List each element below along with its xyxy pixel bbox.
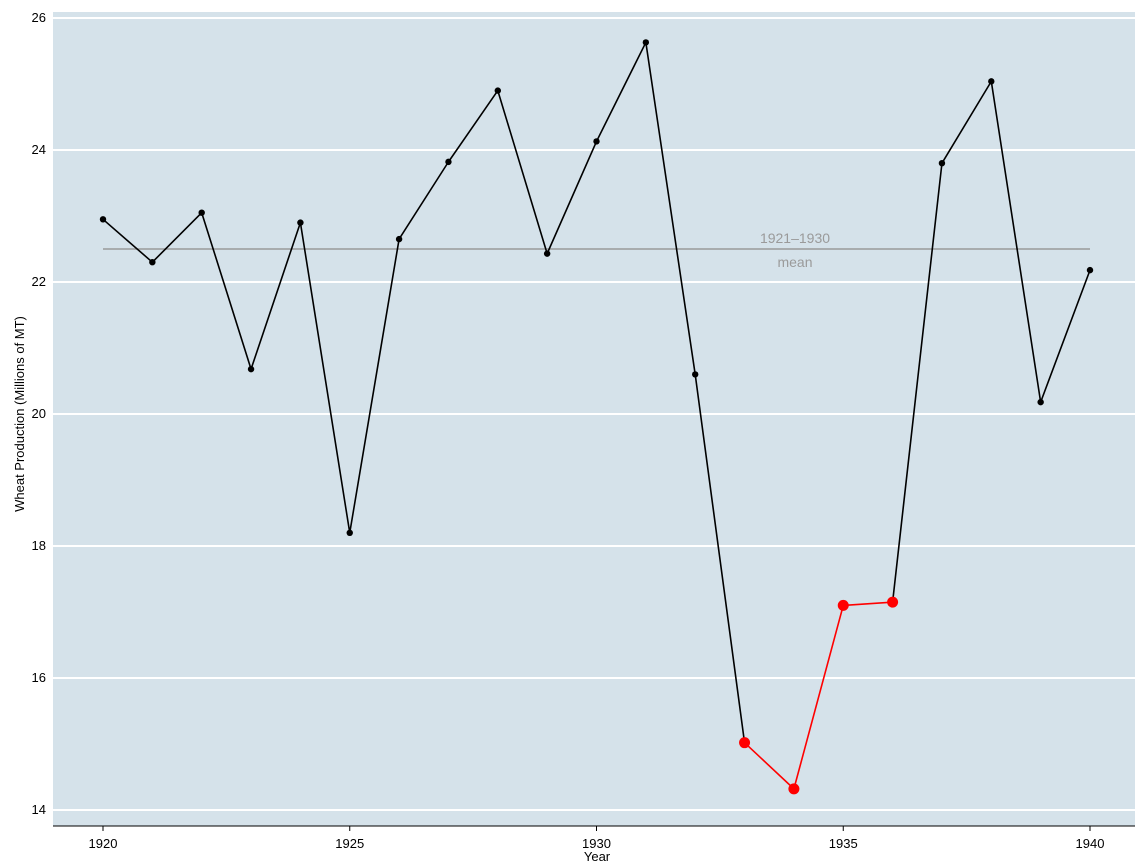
data-point	[346, 529, 353, 536]
y-tick-label: 24	[32, 142, 46, 157]
x-tick-label: 1935	[829, 836, 858, 851]
data-point	[99, 216, 107, 223]
y-tick-label: 26	[32, 10, 46, 25]
highlight-data-point	[739, 737, 751, 749]
data-point	[543, 250, 551, 257]
y-tick-label: 16	[32, 670, 46, 685]
y-axis-title: Wheat Production (Millions of MT)	[12, 316, 27, 512]
data-point	[1086, 266, 1094, 274]
y-tick-label: 18	[32, 538, 46, 553]
data-point	[198, 209, 205, 216]
data-point	[247, 365, 255, 373]
x-tick-label: 1930	[582, 836, 611, 851]
x-tick-label: 1940	[1076, 836, 1105, 851]
y-tick-label: 14	[32, 802, 46, 817]
data-point	[593, 138, 600, 145]
series-line-2	[744, 601, 893, 790]
x-tick-label: 1920	[89, 836, 118, 851]
x-axis-title: Year	[584, 849, 611, 864]
mean-label-period: 1921–1930	[760, 230, 830, 246]
data-point	[149, 259, 156, 266]
mean-label-word: mean	[777, 254, 812, 270]
y-tick-label: 22	[32, 274, 46, 289]
data-point	[692, 371, 699, 378]
series-line-1	[102, 41, 746, 743]
data-point	[988, 78, 995, 85]
x-tick-label: 1925	[335, 836, 364, 851]
plot-panel	[53, 12, 1135, 826]
data-point	[642, 39, 650, 46]
data-point	[938, 160, 946, 167]
data-point	[1037, 398, 1044, 406]
y-tick-label: 20	[32, 406, 46, 421]
data-point	[445, 158, 452, 166]
highlight-data-point	[887, 596, 899, 608]
data-point	[395, 235, 403, 243]
data-point	[297, 219, 304, 226]
highlight-data-point	[837, 599, 849, 611]
data-point	[494, 87, 501, 94]
highlight-data-point	[788, 783, 800, 795]
